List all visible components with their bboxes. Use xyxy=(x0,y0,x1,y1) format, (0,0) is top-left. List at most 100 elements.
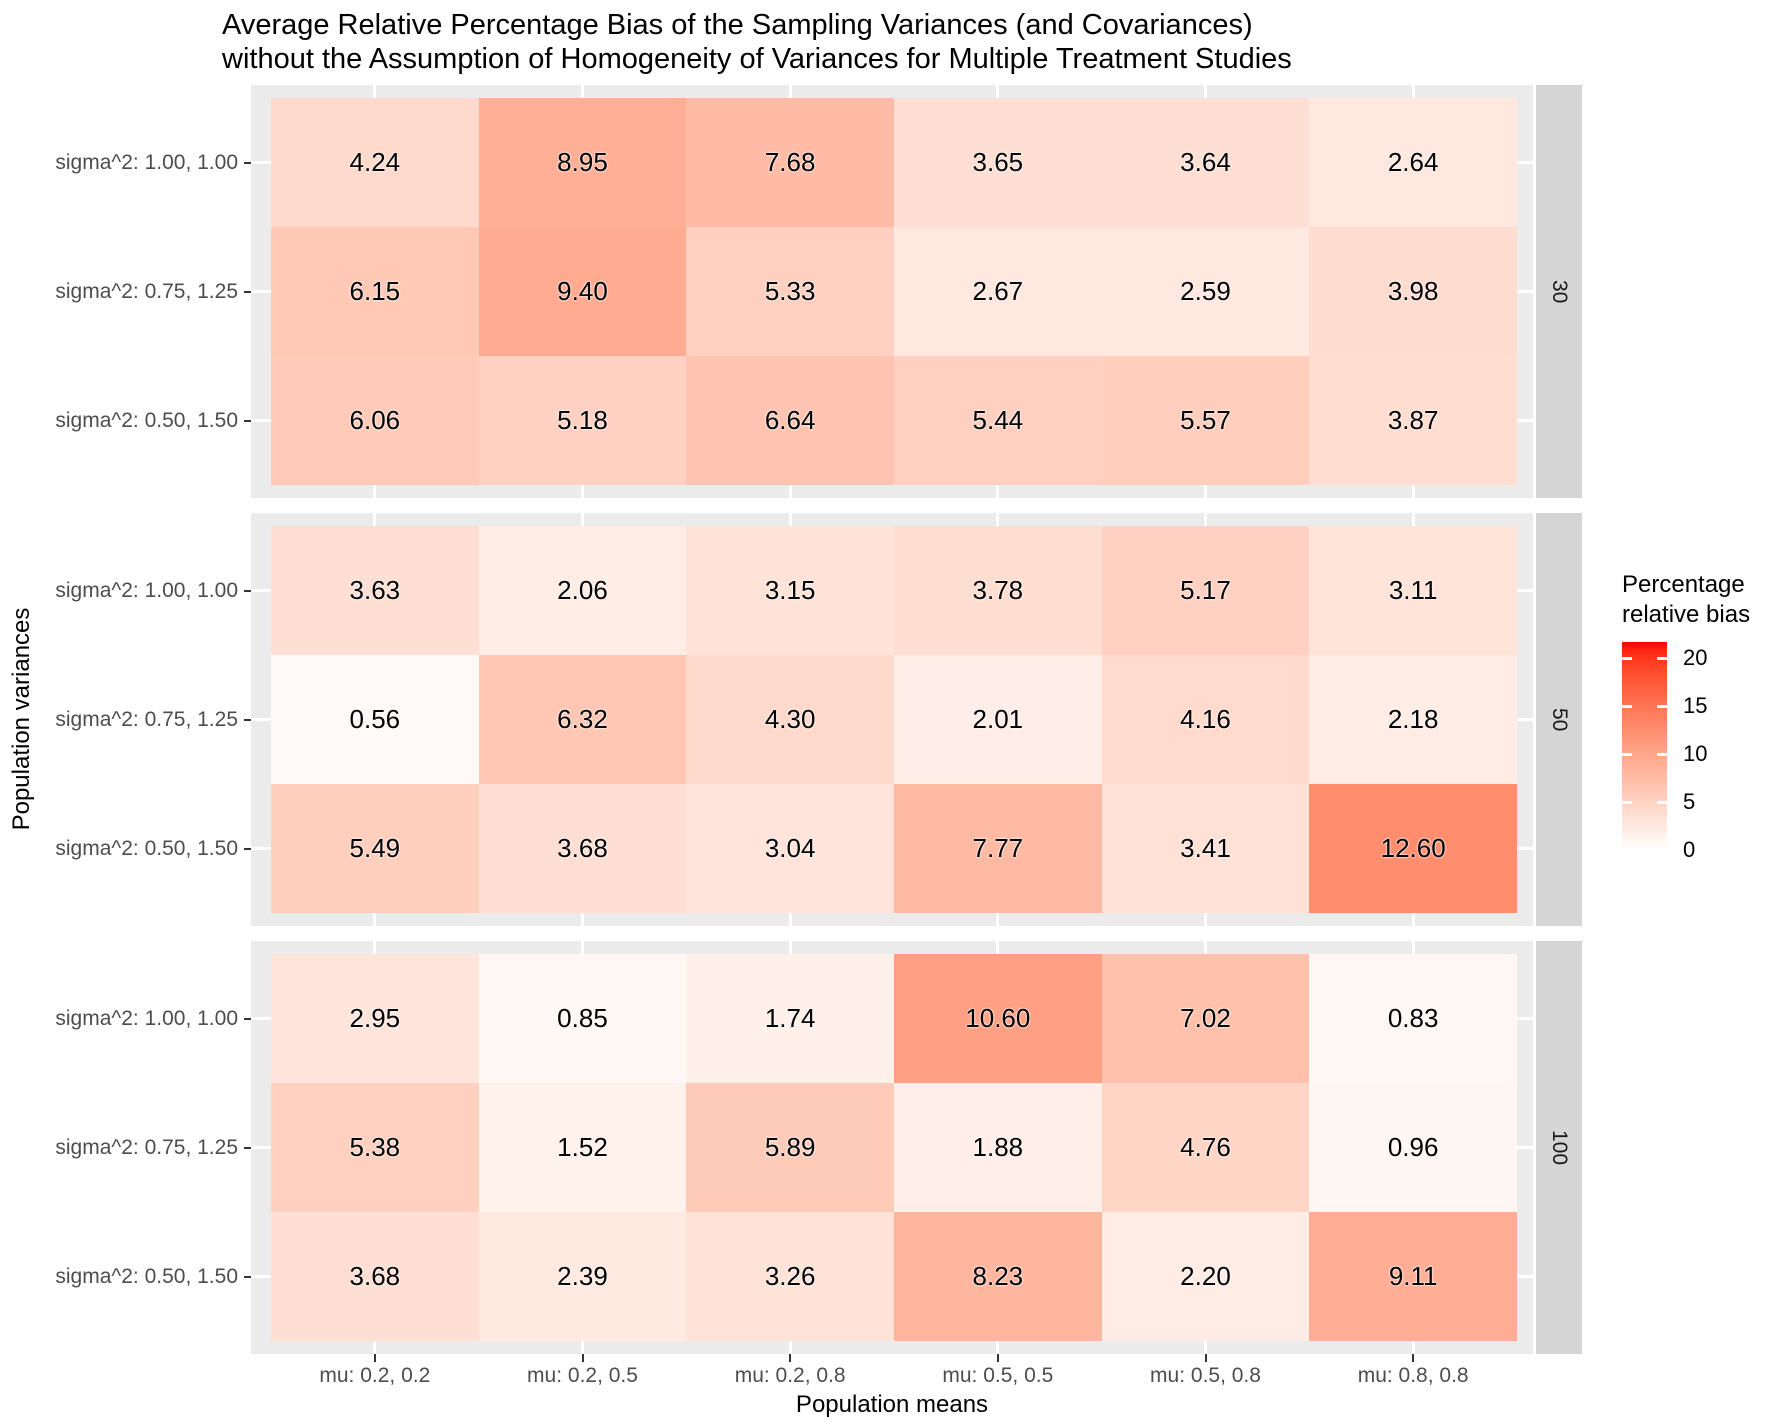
x-tick-label: mu: 0.2, 0.8 xyxy=(734,1364,846,1387)
cell-value: 2.20 xyxy=(1180,1261,1231,1291)
heatmap-cell: 5.57 xyxy=(1101,356,1310,485)
cell-value: 3.65 xyxy=(972,147,1024,177)
legend-tick xyxy=(1622,656,1632,660)
cell-value: 5.17 xyxy=(1180,575,1231,605)
gridline-stub xyxy=(1204,513,1207,526)
cell-value: 7.68 xyxy=(764,147,816,177)
gridline-stub xyxy=(581,485,584,498)
legend-tick xyxy=(1622,704,1632,708)
y-tick-label: sigma^2: 0.50, 1.50 xyxy=(55,1264,238,1288)
heatmap-cell: 3.11 xyxy=(1309,526,1517,655)
cell-value: 5.89 xyxy=(764,1132,816,1162)
y-tick-label: sigma^2: 0.75, 1.25 xyxy=(55,707,238,731)
facet-panel: 2.95 0.85 1.74 10.60 7.02 0.83 5.38 1.52 5.89 1.8… xyxy=(251,941,1533,1354)
chart-title: Average Relative Percentage Bias of the … xyxy=(222,8,1292,76)
x-axis-tick xyxy=(581,1354,584,1362)
heatmap-cell: 5.17 xyxy=(1101,526,1310,655)
gridline-stub xyxy=(1517,1017,1533,1020)
heatmap-cell: 6.15 xyxy=(271,227,479,356)
gridline-stub xyxy=(373,85,377,98)
x-axis-tick xyxy=(1412,1354,1415,1362)
cell-value: 7.02 xyxy=(1180,1003,1231,1033)
x-axis-tick xyxy=(996,1354,999,1362)
cell-value: 3.15 xyxy=(764,575,816,605)
gridline-stub xyxy=(251,1146,271,1149)
cell-value: 2.01 xyxy=(972,704,1024,734)
gridline-stub xyxy=(251,1017,271,1020)
facet-panel: 4.24 8.95 7.68 3.65 3.64 2.64 6.15 9.40 5.33 2.67… xyxy=(251,85,1533,498)
cell-value: 4.16 xyxy=(1180,704,1231,734)
heatmap-cell: 0.85 xyxy=(478,954,687,1083)
heatmap-cell: 3.63 xyxy=(271,526,479,655)
x-tick-label: mu: 0.2, 0.5 xyxy=(527,1364,638,1387)
cell-value: 1.74 xyxy=(764,1003,816,1033)
heatmap-cell: 3.04 xyxy=(686,784,894,913)
cell-value: 8.23 xyxy=(972,1261,1024,1291)
chart-title-line1: Average Relative Percentage Bias of the … xyxy=(222,9,1253,41)
cell-value: 9.40 xyxy=(557,276,608,306)
legend-title-line2: relative bias xyxy=(1622,601,1751,628)
y-tick-label: sigma^2: 0.50, 1.50 xyxy=(55,408,238,432)
x-tick-label: mu: 0.5, 0.5 xyxy=(942,1364,1054,1387)
heatmap-cell: 2.95 xyxy=(271,954,479,1083)
legend-tick-label: 10 xyxy=(1683,741,1708,767)
gridline-stub xyxy=(1411,941,1415,954)
cell-value: 2.67 xyxy=(972,276,1024,306)
cell-value: 5.18 xyxy=(557,405,608,435)
gridline-stub xyxy=(1411,85,1415,98)
heatmap-cell: 4.30 xyxy=(686,655,894,784)
cell-value: 3.41 xyxy=(1180,833,1231,863)
cell-value: 3.98 xyxy=(1387,276,1439,306)
cell-value: 7.77 xyxy=(972,833,1024,863)
cell-value: 3.68 xyxy=(349,1261,401,1291)
gridline-stub xyxy=(788,85,792,98)
cell-value: 5.44 xyxy=(972,405,1024,435)
cell-value: 0.96 xyxy=(1387,1132,1439,1162)
cell-value: 8.95 xyxy=(557,147,608,177)
heatmap-cell: 2.06 xyxy=(478,526,687,655)
gridline-stub xyxy=(788,1341,792,1354)
y-tick-label: sigma^2: 0.50, 1.50 xyxy=(55,836,238,860)
legend-title: Percentage relative bias xyxy=(1622,570,1772,630)
gridline-stub xyxy=(996,513,1000,526)
cell-value: 1.88 xyxy=(972,1132,1024,1162)
heatmap-cell: 1.52 xyxy=(478,1083,687,1212)
gridline-stub xyxy=(581,913,584,926)
heatmap-cell: 3.78 xyxy=(894,526,1102,655)
legend: Percentage relative bias 0 5 10 15 20 xyxy=(1622,570,1772,862)
heatmap-cell: 5.89 xyxy=(686,1083,894,1212)
gridline-stub xyxy=(1517,161,1533,164)
y-axis-tick xyxy=(244,419,251,422)
heatmap-cell: 3.87 xyxy=(1309,356,1517,485)
cell-value: 3.68 xyxy=(557,833,608,863)
y-tick-label: sigma^2: 1.00, 1.00 xyxy=(55,150,238,174)
gridline-stub xyxy=(251,1275,271,1278)
cell-value: 3.64 xyxy=(1180,147,1231,177)
gridline-stub xyxy=(373,913,377,926)
y-axis-tick xyxy=(244,1146,251,1149)
gridline-stub xyxy=(581,85,584,98)
cell-value: 3.26 xyxy=(764,1261,816,1291)
heatmap-cell: 0.83 xyxy=(1309,954,1517,1083)
legend-tick-label: 15 xyxy=(1683,693,1708,719)
heatmap-cell: 6.64 xyxy=(686,356,894,485)
legend-tick-label: 5 xyxy=(1683,789,1696,815)
gridline-stub xyxy=(373,1341,377,1354)
y-axis-tick xyxy=(244,589,251,592)
heatmap-cell: 12.60 xyxy=(1309,784,1517,913)
heatmap-cell: 5.18 xyxy=(478,356,687,485)
x-tick-label: mu: 0.8, 0.8 xyxy=(1357,1364,1469,1387)
gridline-stub xyxy=(581,941,584,954)
facet-panel: 3.63 2.06 3.15 3.78 5.17 3.11 0.56 6.32 4.30 2.01… xyxy=(251,513,1533,926)
cell-value: 10.60 xyxy=(965,1003,1031,1033)
y-tick-label: sigma^2: 0.75, 1.25 xyxy=(55,1135,238,1159)
heatmap-cell: 0.56 xyxy=(271,655,479,784)
y-axis-tick xyxy=(244,718,251,721)
legend-tick xyxy=(1657,752,1667,756)
gridline-stub xyxy=(1517,847,1533,850)
gridline-stub xyxy=(1517,718,1533,721)
facet-strip: 30 xyxy=(1536,85,1582,498)
y-axis-tick xyxy=(244,1017,251,1020)
heatmap-cell: 5.38 xyxy=(271,1083,479,1212)
gridline-stub xyxy=(1204,913,1207,926)
